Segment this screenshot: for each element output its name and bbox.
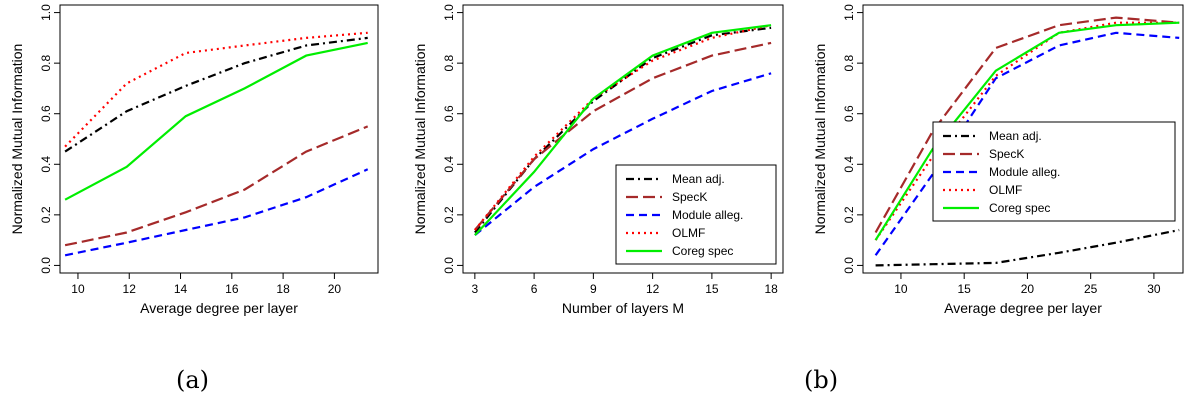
legend-entry: Coreg spec: [989, 201, 1050, 215]
chart-panel-0: 10 12 14 16 18 20 0.0 0.2 0.4 0.6 0.8 1.0 Average de…: [9, 4, 379, 316]
x-tick-label: 20: [1021, 282, 1035, 296]
series-line-module-alleg: [474, 72, 772, 236]
caption-b: (b): [804, 366, 839, 394]
y-tick-label: 0.0: [842, 257, 856, 274]
x-tick-label: 25: [1084, 282, 1098, 296]
x-tick-label: 9: [590, 282, 597, 296]
x-axis-label: Average degree per layer: [140, 300, 298, 316]
x-tick-label: 12: [646, 282, 660, 296]
plot-frame: [59, 4, 379, 274]
x-tick-label: 12: [123, 282, 137, 296]
x-tick-label: 15: [705, 282, 719, 296]
y-tick-label: 0.8: [842, 54, 856, 71]
chart-panel-1: 3 6 9 12 15 18 0.0 0.2 0.4 0.6 0.8 1.0 Number of lay…: [412, 4, 784, 316]
legend-entry: SpecK: [672, 190, 707, 204]
y-tick-label: 1.0: [442, 4, 456, 21]
legend-entry: OLMF: [989, 183, 1022, 197]
y-tick-label: 0.0: [39, 257, 53, 274]
legend: Mean adj. SpecK Module alleg. OLMF Coreg spe…: [932, 121, 1176, 222]
y-tick-label: 0.2: [842, 206, 856, 223]
x-tick-label: 20: [328, 282, 342, 296]
y-tick-label: 0.4: [442, 156, 456, 173]
x-tick-label: 10: [71, 282, 85, 296]
y-tick-label: 0.6: [39, 105, 53, 122]
legend-entry: Module alleg.: [672, 208, 743, 222]
plot-frame: [862, 4, 1184, 274]
x-tick-label: 18: [276, 282, 290, 296]
legend-entry: Mean adj.: [672, 172, 725, 186]
series-line-speck: [64, 125, 369, 247]
y-axis-label: Normalized Mutual Information: [412, 44, 428, 235]
y-tick-label: 1.0: [39, 4, 53, 21]
x-tick-label: 15: [958, 282, 972, 296]
caption-a: (a): [176, 366, 210, 394]
x-axis-label: Average degree per layer: [944, 300, 1102, 316]
x-tick-label: 3: [472, 282, 479, 296]
x-tick-label: 16: [225, 282, 239, 296]
x-tick-label: 18: [764, 282, 778, 296]
x-tick-label: 30: [1147, 282, 1161, 296]
legend-entry: Coreg spec: [672, 244, 733, 258]
x-tick-label: 10: [894, 282, 908, 296]
x-tick-label: 6: [531, 282, 538, 296]
series-line-speck: [474, 41, 772, 231]
series-line-mean-adj: [64, 36, 368, 153]
series-line-module-alleg: [874, 31, 1180, 256]
legend-entry: SpecK: [989, 147, 1024, 161]
y-tick-label: 0.4: [842, 156, 856, 173]
y-tick-label: 1.0: [842, 4, 856, 21]
series-line-coreg-spec: [64, 41, 368, 201]
series-line-coreg-spec: [474, 24, 772, 236]
legend: Mean adj. SpecK Module alleg. OLMF Coreg spe…: [615, 164, 777, 265]
y-tick-label: 0.6: [442, 105, 456, 122]
y-tick-label: 0.2: [442, 206, 456, 223]
series-line-speck: [874, 16, 1180, 234]
legend-entry: Module alleg.: [989, 165, 1060, 179]
legend-entry: Mean adj.: [989, 129, 1042, 143]
chart-panel-2: 10 15 20 25 30 0.0 0.2 0.4 0.6 0.8 1.0 Average degr…: [812, 4, 1184, 316]
legend-entry: OLMF: [672, 226, 705, 240]
y-tick-label: 0.8: [442, 54, 456, 71]
y-tick-label: 0.2: [39, 206, 53, 223]
series-line-olmf: [474, 24, 772, 231]
y-tick-label: 0.8: [39, 54, 53, 71]
plot-frame: [462, 4, 784, 274]
x-tick-label: 14: [174, 282, 188, 296]
y-axis-label: Normalized Mutual Information: [812, 44, 828, 235]
series-line-olmf: [874, 21, 1180, 241]
y-tick-label: 0.6: [842, 105, 856, 122]
x-axis-label: Number of layers M: [562, 300, 684, 316]
series-line-module-alleg: [64, 168, 369, 257]
series-line-mean-adj: [875, 228, 1180, 267]
y-axis-label: Normalized Mutual Information: [9, 44, 25, 235]
y-tick-label: 0.0: [442, 257, 456, 274]
y-tick-label: 0.4: [39, 156, 53, 173]
series-line-olmf: [64, 31, 368, 148]
series-line-coreg-spec: [874, 21, 1180, 241]
